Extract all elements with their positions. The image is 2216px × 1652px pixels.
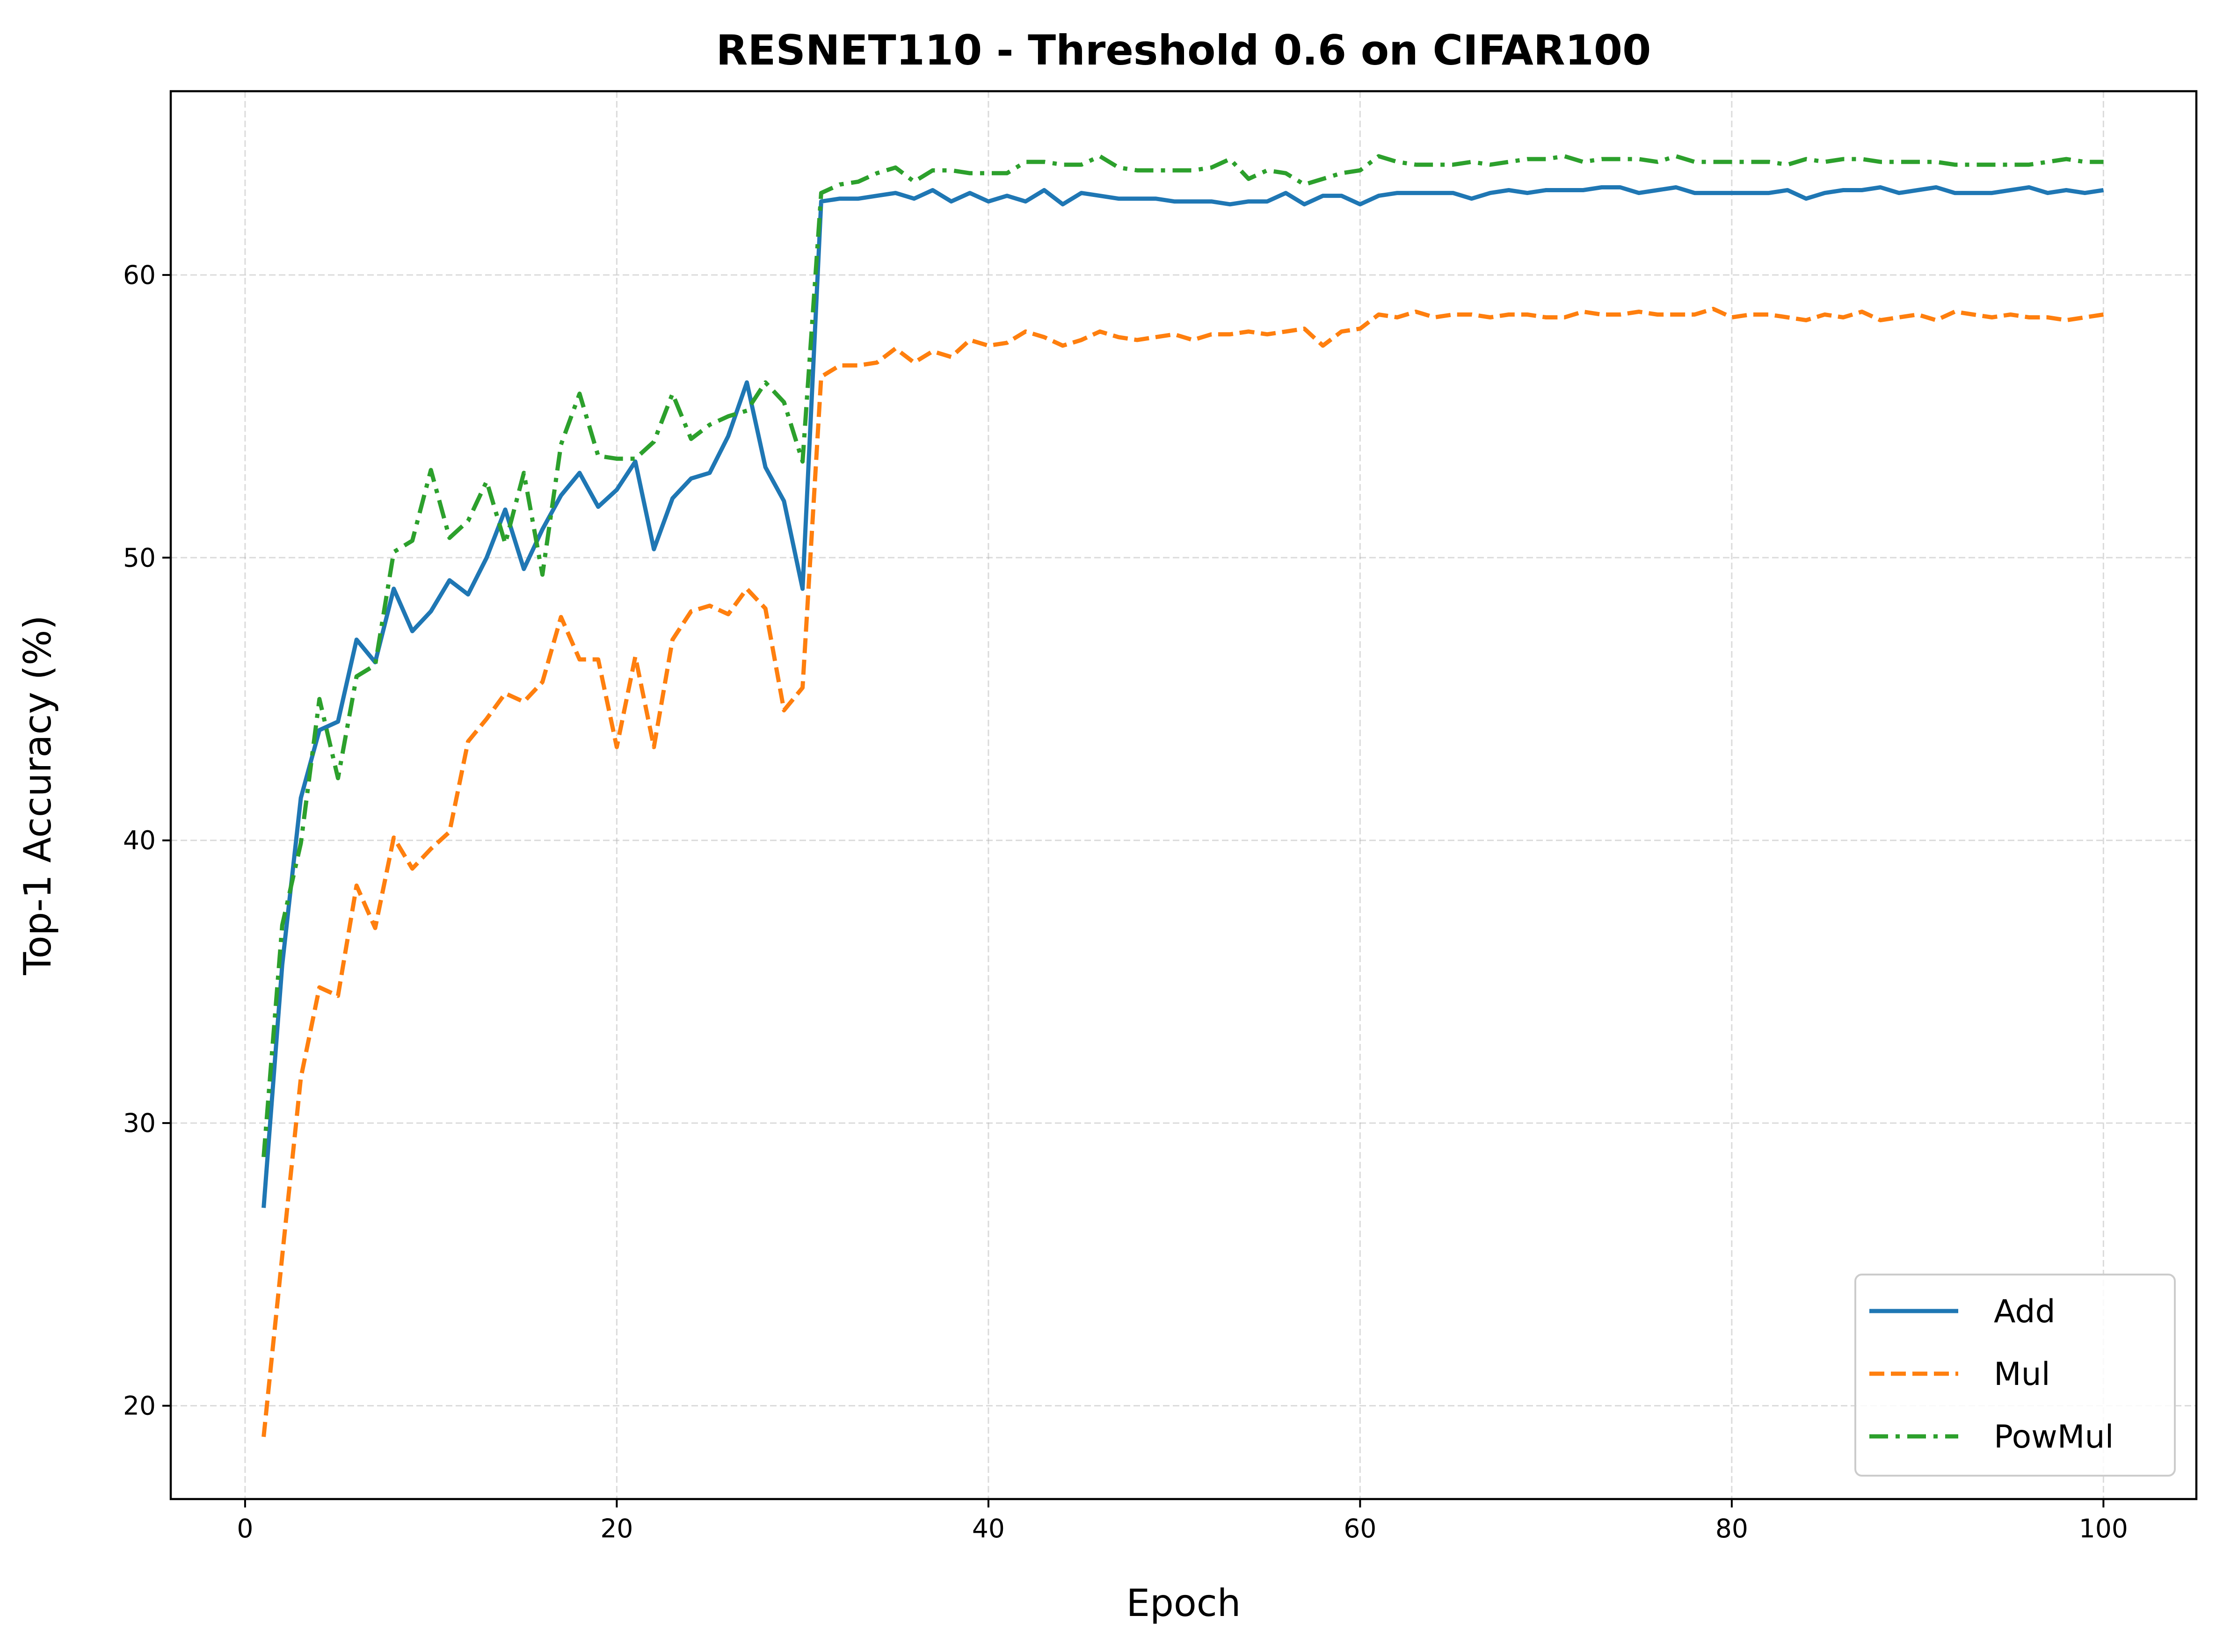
x-tick-label: 100 <box>2079 1514 2128 1543</box>
axis-ticks: 0 20 40 60 80 100 20 30 40 50 60 <box>123 260 2128 1543</box>
y-tick-label: 30 <box>123 1108 156 1138</box>
plot-area-frame <box>169 90 2198 1500</box>
series-line-add <box>262 185 2104 1208</box>
grid <box>171 91 2196 1499</box>
y-axis-label: Top-1 Accuracy (%) <box>16 615 59 975</box>
y-tick-label: 40 <box>123 826 156 855</box>
x-tick-label: 0 <box>237 1514 253 1543</box>
x-tick-label: 20 <box>600 1514 633 1543</box>
series-line-mul <box>262 306 2104 1437</box>
legend-label-powmul: PowMul <box>1994 1419 2114 1456</box>
legend-label-mul: Mul <box>1994 1356 2050 1393</box>
x-axis-label: Epoch <box>1126 1581 1241 1625</box>
x-tick-label: 60 <box>1344 1514 1376 1543</box>
x-tick-label: 80 <box>1715 1514 1748 1543</box>
chart-title: RESNET110 - Threshold 0.6 on CIFAR100 <box>716 26 1651 74</box>
y-tick-label: 60 <box>123 260 156 290</box>
series-group <box>262 154 2104 1437</box>
y-tick-label: 50 <box>123 543 156 572</box>
series-line-powmul <box>262 154 2104 1158</box>
x-tick-label: 40 <box>972 1514 1005 1543</box>
legend-label-add: Add <box>1994 1293 2056 1330</box>
legend: Add Mul PowMul <box>1854 1274 2176 1477</box>
y-tick-label: 20 <box>123 1391 156 1421</box>
legend-frame <box>1854 1274 2176 1477</box>
